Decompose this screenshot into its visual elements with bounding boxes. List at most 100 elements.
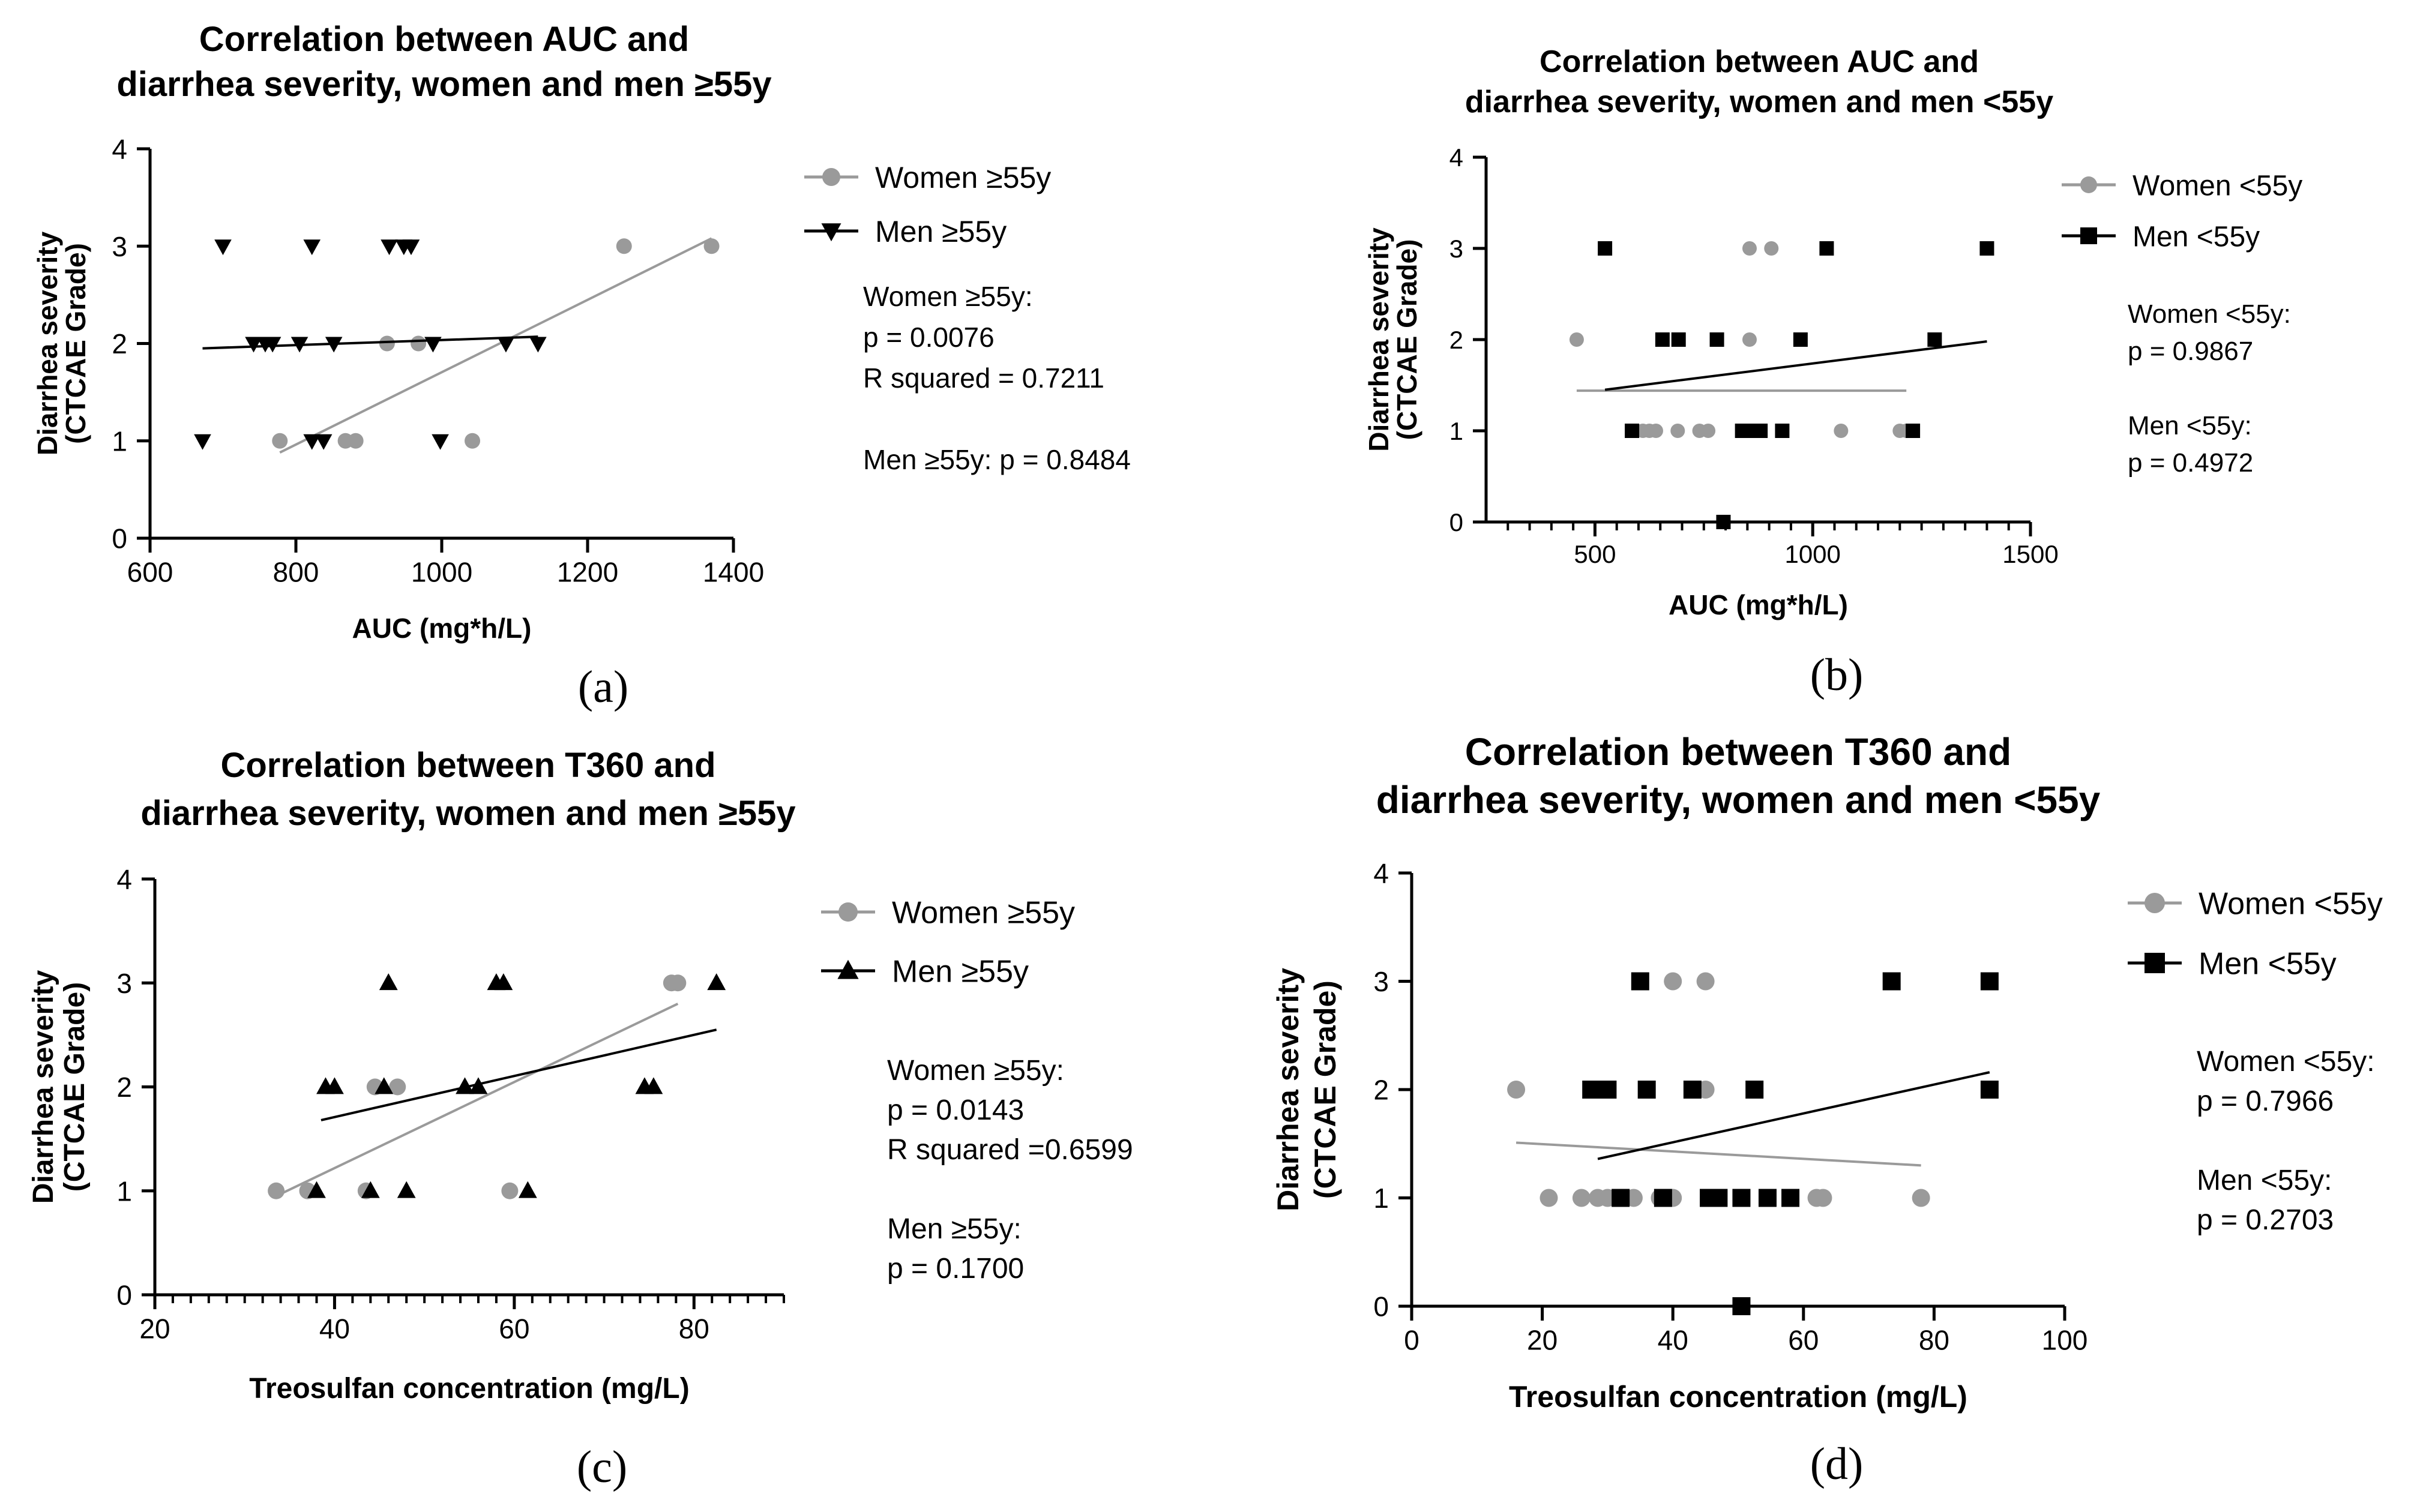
data-point xyxy=(424,337,442,353)
data-point xyxy=(529,337,547,353)
regression-line xyxy=(1515,1141,1921,1167)
stats-text: Women ≥55y: xyxy=(863,281,1033,312)
x-axis-label: Treosulfan concentration (mg/L) xyxy=(1509,1380,1967,1414)
stats-text: Men ≥55y: xyxy=(887,1213,1022,1245)
legend-marker xyxy=(2080,176,2097,193)
stats-text: p = 0.1700 xyxy=(887,1253,1024,1285)
stats-text: p = 0.7966 xyxy=(2197,1085,2334,1117)
stats-text: p = 0.2703 xyxy=(2197,1204,2334,1236)
stats-text: Men ≥55y: p = 0.8484 xyxy=(863,444,1131,475)
data-point xyxy=(194,434,211,450)
y-axis-label: Diarrhea severity xyxy=(32,231,63,455)
legend-marker xyxy=(2145,953,2165,973)
y-tick-label: 1 xyxy=(112,425,127,457)
data-point xyxy=(1625,424,1640,438)
x-tick-label: 1000 xyxy=(1784,540,1840,568)
data-point xyxy=(1882,972,1901,991)
chart-title: diarrhea severity, women and men ≥55y xyxy=(140,794,795,833)
data-point xyxy=(465,433,481,449)
data-point xyxy=(1732,1297,1751,1315)
y-tick-label: 4 xyxy=(116,864,132,895)
y-tick-label: 3 xyxy=(116,968,132,999)
y-tick-label: 0 xyxy=(1449,508,1463,536)
y-axis-label: (CTCAE Grade) xyxy=(60,243,91,444)
y-axis-label: (CTCAE Grade) xyxy=(59,982,91,1192)
data-point xyxy=(303,434,321,450)
data-point xyxy=(1814,1189,1832,1207)
data-point xyxy=(1709,1189,1728,1207)
x-tick-label: 60 xyxy=(1788,1324,1819,1355)
legend-label: Women <55y xyxy=(2133,170,2302,202)
data-point xyxy=(1775,424,1790,438)
data-point xyxy=(375,1077,394,1094)
y-tick-label: 4 xyxy=(1449,143,1463,172)
legend-label: Men <55y xyxy=(2133,221,2260,253)
data-point xyxy=(1980,1081,1999,1099)
data-point xyxy=(1912,1189,1930,1207)
regression-line xyxy=(202,335,538,350)
series-triangle-down xyxy=(194,239,547,450)
data-point xyxy=(361,1181,380,1198)
data-point xyxy=(1598,241,1613,256)
data-point xyxy=(1764,241,1779,256)
data-point xyxy=(1664,972,1682,991)
data-point xyxy=(379,335,395,352)
data-point xyxy=(1701,424,1716,438)
chart-title: Correlation between T360 and xyxy=(1465,730,2011,773)
data-point xyxy=(703,238,720,254)
data-point xyxy=(1612,1189,1630,1207)
legend-label: Men <55y xyxy=(2199,947,2337,982)
data-point xyxy=(389,1078,406,1096)
y-tick-label: 2 xyxy=(1373,1075,1389,1106)
regression-line xyxy=(279,237,712,454)
data-point xyxy=(303,239,321,256)
y-axis-label: Diarrhea severity xyxy=(28,970,59,1204)
x-tick-label: 0 xyxy=(1404,1324,1419,1355)
panel-label: (d) xyxy=(1810,1439,1864,1489)
y-axis-label: (CTCAE Grade) xyxy=(1391,239,1422,440)
data-point xyxy=(325,1077,344,1094)
data-point xyxy=(397,1181,416,1198)
data-point xyxy=(315,434,333,450)
x-tick-label: 20 xyxy=(139,1313,170,1344)
panel-label: (c) xyxy=(577,1442,627,1492)
y-axis-label: Diarrhea severity xyxy=(1363,227,1394,452)
data-point xyxy=(1745,1081,1764,1099)
legend-marker xyxy=(837,959,859,979)
panel-b: Correlation between AUC and diarrhea seve… xyxy=(1363,44,2302,700)
data-point xyxy=(1753,424,1768,438)
panel-a: Correlation between AUC and diarrhea seve… xyxy=(32,20,1131,712)
series-square xyxy=(1598,241,1994,529)
x-tick-label: 1400 xyxy=(703,556,764,587)
data-point xyxy=(1671,332,1686,347)
data-point xyxy=(469,1077,488,1094)
legend-marker xyxy=(821,223,841,242)
y-tick-label: 2 xyxy=(116,1072,132,1103)
stats-text: R squared = 0.7211 xyxy=(863,362,1104,394)
stats-text: Men <55y: xyxy=(2128,411,2252,440)
data-point xyxy=(494,973,513,991)
x-tick-label: 20 xyxy=(1527,1324,1558,1355)
data-point xyxy=(501,1182,519,1199)
y-tick-label: 0 xyxy=(1373,1291,1389,1322)
data-point xyxy=(669,974,687,992)
legend-label: Men ≥55y xyxy=(875,215,1007,248)
data-point xyxy=(325,337,343,353)
x-tick-label: 1000 xyxy=(411,556,472,587)
data-point xyxy=(411,335,427,352)
data-point xyxy=(497,337,515,353)
x-tick-label: 40 xyxy=(319,1313,350,1344)
legend-label: Women ≥55y xyxy=(875,161,1051,194)
x-tick-label: 60 xyxy=(499,1313,529,1344)
data-point xyxy=(1758,1189,1777,1207)
series-circle xyxy=(1569,241,1914,438)
data-point xyxy=(307,1181,326,1198)
data-point xyxy=(1742,241,1757,256)
y-tick-label: 4 xyxy=(1373,858,1389,889)
x-tick-label: 80 xyxy=(679,1313,709,1344)
data-point xyxy=(290,337,309,353)
data-point xyxy=(1655,332,1670,347)
y-tick-label: 3 xyxy=(1373,966,1389,997)
data-point xyxy=(616,238,632,254)
